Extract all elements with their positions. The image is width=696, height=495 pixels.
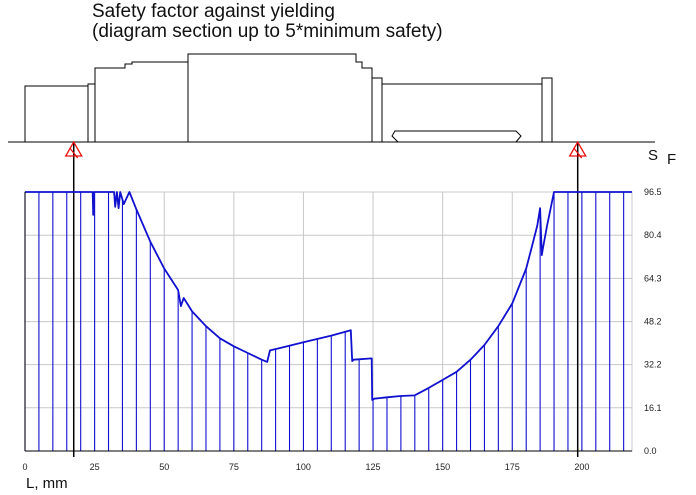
y-tick-label: 16.1 — [644, 403, 662, 413]
shaft-outline — [8, 53, 655, 143]
y-axis-label-main: S — [648, 147, 658, 164]
y-tick-label: 0.0 — [644, 446, 657, 456]
x-tick-label: 50 — [159, 462, 169, 472]
support-markers — [64, 140, 587, 457]
x-tick-label: 100 — [296, 462, 311, 472]
x-tick-label: 75 — [229, 462, 239, 472]
y-tick-label: 48.2 — [644, 317, 662, 327]
chart-title-line-1: Safety factor against yielding — [92, 1, 335, 22]
y-tick-label: 96.5 — [644, 187, 662, 197]
chart-title-line-2: (diagram section up to 5*minimum safety) — [92, 21, 443, 42]
curve-hatch — [24, 192, 625, 451]
support-arrow-icon — [69, 147, 79, 159]
x-axis-label: L, mm — [26, 475, 68, 492]
shaft-profile — [24, 53, 543, 142]
x-tick-label: 150 — [435, 462, 450, 472]
keyway-slot — [391, 130, 522, 143]
x-tick-label: 25 — [90, 462, 100, 472]
y-tick-label: 80.4 — [644, 230, 662, 240]
x-tick-label: 175 — [505, 462, 520, 472]
x-tick-label: 200 — [574, 462, 589, 472]
y-tick-label: 64.3 — [644, 273, 662, 283]
support-arrow-icon — [573, 147, 583, 159]
chart-axes: 0.0 16.1 32.2 48.2 64.3 80.4 96.5 0 25 50 75 100 125… — [22, 187, 661, 472]
y-axis-label-sub: F — [667, 151, 676, 168]
shaft-end-right — [541, 77, 553, 142]
axis-labels: L, mm S F — [26, 147, 676, 492]
series-layer — [25, 191, 632, 401]
safety-factor-curve — [25, 191, 632, 401]
x-tick-label: 125 — [366, 462, 381, 472]
x-tick-label: 0 — [22, 462, 27, 472]
y-tick-label: 32.2 — [644, 360, 662, 370]
